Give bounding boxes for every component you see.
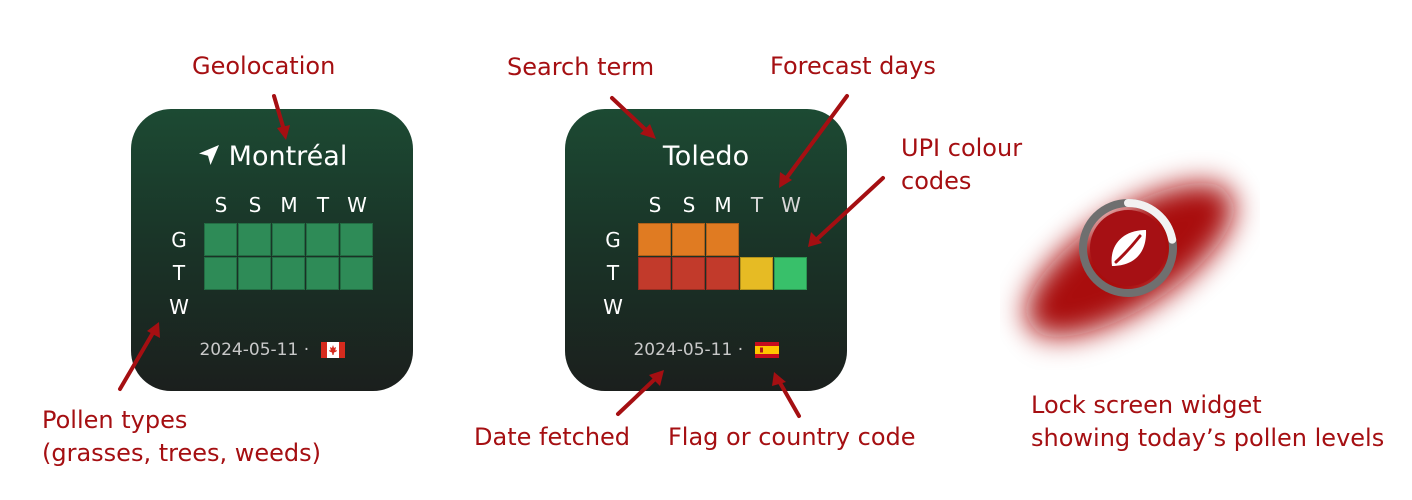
day-header: S (682, 193, 696, 217)
upi-cell-green (204, 223, 237, 256)
arrowhead-search-term (640, 124, 656, 139)
spain-flag-icon (754, 342, 779, 358)
upi-cell-red (638, 257, 671, 290)
pollen-type-grasses: G (171, 228, 187, 252)
leaf-icon (1111, 230, 1147, 266)
label-pollen-line1: Pollen types (42, 406, 188, 434)
upi-cell-green (340, 223, 373, 256)
day-header: M (280, 193, 298, 217)
arrowhead-upi-colour-codes (808, 232, 822, 247)
label-search-term: Search term (507, 53, 655, 81)
widget-montreal-city: Montréal (228, 141, 348, 172)
upi-cell-green (306, 223, 339, 256)
label-upi-colour-codes: UPI colour codes (901, 132, 1022, 198)
upi-cell-orange (672, 223, 705, 256)
label-lock-line2: showing today’s pollen levels (1031, 424, 1385, 452)
day-header: W (781, 193, 801, 217)
upi-cell-red (672, 257, 705, 290)
arrow-forecast-days (783, 94, 849, 182)
upi-cell-orange (706, 223, 739, 256)
separator-dot: · (303, 340, 310, 360)
upi-cell-green (306, 257, 339, 290)
upi-cell-yellow (740, 257, 773, 290)
arrowhead-date-fetched (649, 370, 664, 386)
upi-cell-green (238, 223, 271, 256)
arrow-flag-code (777, 379, 801, 418)
upi-cell-red (706, 257, 739, 290)
location-arrow-icon (198, 145, 219, 165)
label-flag-or-country-code: Flag or country code (668, 423, 916, 451)
label-geolocation: Geolocation (192, 52, 336, 80)
day-header: T (316, 193, 330, 217)
arrowhead-geolocation (277, 125, 290, 140)
pollen-type-weeds: W (169, 295, 189, 319)
pollen-type-weeds: W (603, 295, 623, 319)
arrowhead-flag-code (772, 372, 786, 386)
label-upi-line1: UPI colour (901, 134, 1023, 162)
day-header: S (648, 193, 662, 217)
upi-cell-green (272, 223, 305, 256)
upi-cell-green (238, 257, 271, 290)
day-header: M (714, 193, 732, 217)
arrow-date-fetched (616, 376, 658, 416)
pollen-level-arc (1079, 199, 1177, 297)
upi-cell-green (272, 257, 305, 290)
widget-toledo-title: Toledo (662, 141, 750, 172)
label-date-fetched: Date fetched (474, 423, 631, 451)
day-header: T (750, 193, 764, 217)
widget-montreal: Montréal S S M T W G T W 2024-05-11 · (131, 109, 413, 391)
separator-dot: · (737, 340, 744, 360)
day-header: S (248, 193, 262, 217)
upi-cell-light-green (774, 257, 807, 290)
arrow-upi-colour-codes (814, 176, 885, 242)
pollen-type-grasses: G (605, 228, 621, 252)
canada-flag-icon (320, 342, 345, 358)
widget-toledo: Toledo S S M T W G T W 2024-05-11 · (565, 109, 847, 391)
date-fetched: 2024-05-11 (633, 340, 733, 360)
label-pollen-types: Pollen types (grasses, trees, weeds) (42, 404, 321, 470)
day-header: S (214, 193, 228, 217)
widget-toledo-footer: 2024-05-11 · (565, 338, 847, 362)
upi-cell-green (204, 257, 237, 290)
arrow-search-term (610, 96, 650, 134)
arrowhead-pollen-types (147, 322, 160, 338)
label-upi-line2: codes (901, 167, 972, 195)
date-fetched: 2024-05-11 (199, 340, 299, 360)
upi-cell-orange (638, 223, 671, 256)
lock-screen-widget-graphic (1026, 183, 1234, 337)
arrow-pollen-types (118, 329, 156, 391)
label-lock-line1: Lock screen widget (1031, 391, 1262, 419)
pollen-type-trees: T (606, 261, 620, 285)
widget-montreal-title: Montréal (131, 139, 413, 175)
upi-cell-green (340, 257, 373, 290)
day-header: W (347, 193, 367, 217)
label-lock-screen-widget: Lock screen widget showing today’s polle… (1031, 389, 1384, 455)
arrow-geolocation (272, 94, 286, 132)
lock-screen-widget (1000, 150, 1260, 370)
widget-montreal-footer: 2024-05-11 · (131, 338, 413, 362)
pollen-type-trees: T (172, 261, 186, 285)
arrowhead-forecast-days (779, 172, 792, 188)
label-pollen-line2: (grasses, trees, weeds) (42, 439, 322, 467)
label-forecast-days: Forecast days (770, 52, 936, 80)
